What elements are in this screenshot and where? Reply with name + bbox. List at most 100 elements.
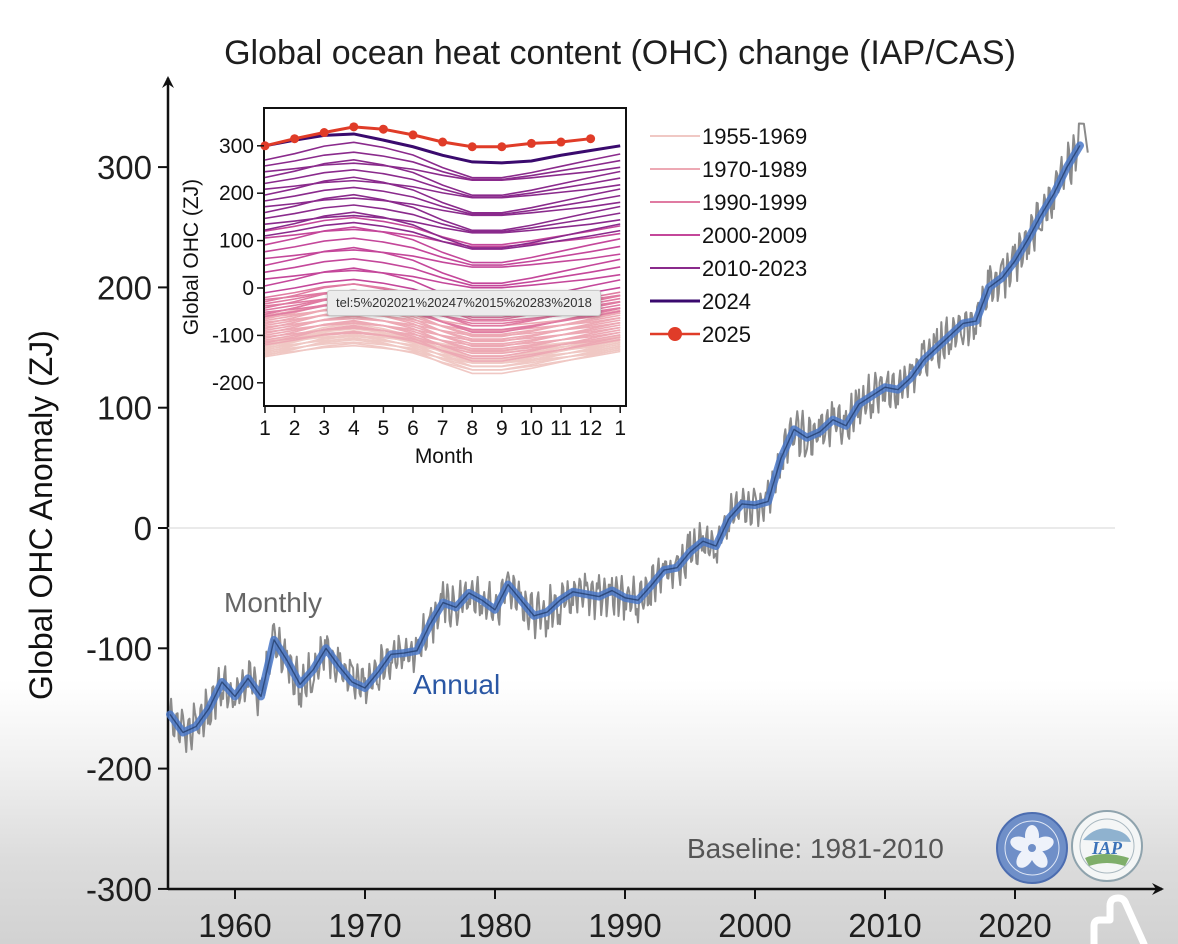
inset-year-line <box>264 336 621 375</box>
inset-x-tick-label: 11 <box>550 417 572 440</box>
chart-title: Global ocean heat content (OHC) change (… <box>224 34 1016 72</box>
inset-year-line <box>264 214 621 234</box>
iap-logo-text: IAP <box>1091 838 1123 858</box>
inset-x-tick-label: 1 <box>614 417 626 440</box>
y-axis-label: Global OHC Anomaly (ZJ) <box>23 330 59 700</box>
inset-2025-point <box>260 141 270 151</box>
cas-logo-icon <box>996 812 1068 884</box>
inset-year-line <box>264 169 621 198</box>
hand-pointer-icon <box>1090 894 1148 944</box>
y-tick-label: -300 <box>86 871 152 908</box>
inset-2025-point <box>526 138 536 148</box>
inset-y-tick-label: 0 <box>242 277 254 300</box>
inset-2025-point <box>290 134 300 144</box>
annual-series-core <box>169 145 1081 734</box>
inset-2025-point <box>349 122 359 132</box>
inset-y-tick-label: 100 <box>219 230 254 253</box>
inset-y-axis-label: Global OHC (ZJ) <box>180 179 203 335</box>
x-tick-label: 1970 <box>328 907 401 944</box>
inset-x-tick-label: 12 <box>579 417 602 440</box>
legend-label: 2024 <box>702 289 751 314</box>
inset-x-tick-label: 9 <box>496 417 508 440</box>
y-tick-label: -100 <box>86 630 152 667</box>
inset-2025-line <box>264 125 591 149</box>
x-ticks: 1960 1970 1980 1990 2000 2010 2020 <box>198 889 1052 944</box>
inset-year-line <box>264 179 621 199</box>
x-tick-label: 2000 <box>718 907 791 944</box>
x-tick-label: 2010 <box>848 907 921 944</box>
x-tick-label: 1980 <box>458 907 531 944</box>
inset-x-tick-label: 5 <box>378 417 390 440</box>
legend-label: 1970-1989 <box>702 157 807 182</box>
inset-year-line <box>264 162 621 182</box>
inset-year-line <box>264 221 621 250</box>
y-tick-label: 0 <box>134 510 152 547</box>
y-tick-label: 100 <box>97 390 152 427</box>
main-series <box>166 122 1089 754</box>
inset-year-line <box>264 326 621 364</box>
inset-year-line <box>264 176 621 214</box>
inset-year-line <box>264 322 621 360</box>
inset-year-line <box>264 258 621 287</box>
inset-year-line <box>264 141 621 179</box>
inset-y-ticks: -200 -100 0 100 200 300 <box>212 135 264 395</box>
inset-year-line <box>264 204 621 233</box>
legend-marker <box>668 327 682 341</box>
inset-year-line <box>264 211 621 249</box>
inset-x-axis-label: Month <box>415 445 473 468</box>
legend-label: 1955-1969 <box>702 124 807 149</box>
inset-2025-point <box>378 124 388 134</box>
inset-year-line <box>264 269 621 289</box>
inset-2025-point <box>467 142 477 152</box>
inset-year-line <box>264 193 621 232</box>
inset-2025-point <box>556 137 566 147</box>
inset-x-ticks: 1 2 3 4 5 6 7 8 9 10 11 12 1 <box>259 406 626 440</box>
monthly-annotation: Monthly <box>224 587 322 618</box>
inset-year-line <box>264 237 621 266</box>
y-tick-label: -200 <box>86 751 152 788</box>
inset-2025-point <box>408 130 418 140</box>
legend-label: 2000-2009 <box>702 223 807 248</box>
inset-year-line <box>264 330 621 350</box>
inset-x-tick-label: 7 <box>437 417 449 440</box>
y-ticks: -300 -200 -100 0 100 200 300 <box>86 149 168 908</box>
inset-year-line <box>264 158 621 197</box>
inset-2025-point <box>319 128 329 138</box>
annual-annotation: Annual <box>413 669 500 700</box>
y-tick-label: 200 <box>97 269 152 306</box>
x-tick-label: 1960 <box>198 907 271 944</box>
inset-x-tick-label: 8 <box>466 417 478 440</box>
inset-x-tick-label: 2 <box>289 417 301 440</box>
inset-x-tick-label: 3 <box>318 417 330 440</box>
inset-lines <box>260 122 621 375</box>
iap-logo-icon: IAP <box>1071 810 1143 882</box>
inset-y-tick-label: -200 <box>212 372 254 395</box>
inset-year-line <box>264 249 621 268</box>
inset-year-line <box>264 186 621 216</box>
legend-label: 2025 <box>702 322 751 347</box>
inset-y-tick-label: 200 <box>219 182 254 205</box>
inset-y-tick-label: 300 <box>219 135 254 158</box>
x-tick-label: 1990 <box>588 907 661 944</box>
baseline-note: Baseline: 1981-2010 <box>687 833 944 864</box>
inset-year-line <box>264 197 621 217</box>
inset-year-line <box>264 333 621 371</box>
inset-year-line <box>264 151 621 181</box>
inset-x-tick-label: 1 <box>259 417 271 440</box>
y-tick-label: 300 <box>97 149 152 186</box>
legend-label: 2010-2023 <box>702 256 807 281</box>
inset-2025-point <box>497 142 507 152</box>
inset-y-tick-label: -100 <box>212 324 254 347</box>
inset-2025-point <box>586 134 596 144</box>
legend-label: 1990-1999 <box>702 190 807 215</box>
link-tooltip: tel:5%202021%20247%2015%20283%2018 <box>327 290 601 316</box>
x-tick-label: 2020 <box>978 907 1051 944</box>
inset-2025-point <box>438 137 448 147</box>
inset-x-tick-label: 4 <box>348 417 360 440</box>
main-axes <box>162 76 1164 895</box>
inset-legend: 1955-1969 1970-1989 1990-1999 2000-2009 2010… <box>650 124 807 347</box>
inset-x-tick-label: 10 <box>520 417 543 440</box>
inset-x-tick-label: 6 <box>407 417 419 440</box>
